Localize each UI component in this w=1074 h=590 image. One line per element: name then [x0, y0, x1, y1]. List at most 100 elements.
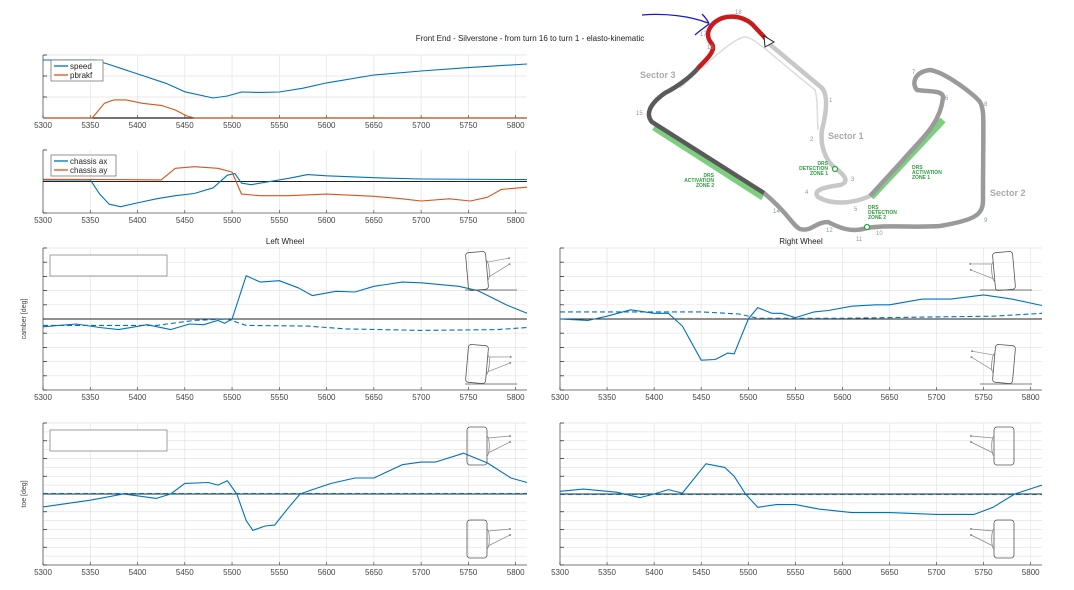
- series-line-solid: [42, 275, 528, 331]
- x-tick-label: 5500: [223, 568, 241, 577]
- legend-entry: pbrakf: [70, 71, 93, 80]
- x-tick-label: 5800: [507, 121, 525, 130]
- plot-area: [43, 55, 527, 118]
- x-tick-label: 5350: [598, 568, 616, 577]
- x-tick-label: 5400: [129, 216, 147, 225]
- track-map: Sector 1 Sector 2 Sector 3 1 2 3 4 5 6 7…: [636, 10, 1026, 243]
- sector-3-label: Sector 3: [640, 70, 676, 80]
- legend-entry: chassis ay: [70, 166, 107, 175]
- sector-1-label: Sector 1: [828, 131, 864, 141]
- wheel-pivot: [508, 263, 511, 266]
- annotation-arrow-icon: [641, 13, 710, 36]
- turn-6: 6: [945, 96, 949, 102]
- svg-text:ACTIVATION: ACTIVATION: [684, 178, 714, 184]
- wheel-diagram-icon: [465, 251, 511, 291]
- x-tick-label: 5350: [81, 568, 99, 577]
- track-sector-3: [646, 65, 766, 195]
- x-tick-label: 5400: [129, 393, 147, 402]
- chart-title: Right Wheel: [779, 237, 823, 246]
- turn-7: 7: [912, 70, 916, 76]
- turn-5: 5: [854, 207, 858, 213]
- x-tick-label: 5600: [318, 216, 336, 225]
- turn-2: 2: [810, 137, 814, 143]
- x-tick-label: 5600: [834, 568, 852, 577]
- drs-detection-1-marker: [831, 165, 839, 173]
- series-line-speed: [43, 59, 528, 99]
- x-tick-label: 5700: [928, 393, 946, 402]
- series-line-dashed: [43, 318, 528, 331]
- turn-3: 3: [851, 177, 855, 183]
- x-tick-label: 5550: [270, 568, 288, 577]
- track-sector-1: [765, 40, 871, 205]
- turn-4: 4: [805, 190, 809, 196]
- svg-text:ZONE 2: ZONE 2: [868, 215, 886, 221]
- x-tick-label: 5400: [645, 393, 663, 402]
- chart-accel: 5300 5350 5400 5450 5500 5550 5600 5650 5700 5750…: [34, 149, 528, 225]
- x-tick-label: 5600: [834, 393, 852, 402]
- svg-text:DRS: DRS: [817, 161, 828, 167]
- x-tick-label: 5450: [176, 121, 194, 130]
- legend-box: [50, 154, 117, 177]
- wheel-wishbones: [487, 257, 510, 278]
- legend-entry: speed: [70, 62, 92, 71]
- x-tick-label: 5750: [459, 393, 477, 402]
- drs-detection-zone-1-label: DRS DETECTION ZONE 1: [799, 161, 829, 177]
- x-tick-label: 5700: [412, 568, 430, 577]
- wheel-pivot: [970, 528, 972, 530]
- chart-right-toe: 5300 5350 5400 5450 5500 5550 5600 5650 5700 5750…: [551, 422, 1043, 577]
- svg-text:DETECTION: DETECTION: [799, 166, 828, 172]
- track-sector-2: [762, 67, 986, 233]
- y-axis-label: toe [deg]: [21, 480, 28, 507]
- turn-1: 1: [829, 98, 833, 104]
- x-tick-label: 5800: [1022, 393, 1040, 402]
- wheel-tyre: [466, 519, 488, 559]
- x-tick-label: 5350: [81, 393, 99, 402]
- legend-box: [50, 59, 104, 82]
- svg-text:ZONE 1: ZONE 1: [810, 171, 828, 177]
- wheel-wishbones: [971, 350, 994, 371]
- svg-text:ZONE 2: ZONE 2: [696, 183, 714, 189]
- wheel-wishbones: [487, 435, 511, 454]
- turn-8: 8: [984, 102, 988, 108]
- x-tick-label: 5350: [598, 393, 616, 402]
- turn-12: 12: [826, 228, 833, 234]
- wheel-diagram-icon: [466, 519, 511, 559]
- x-tick-label: 5300: [34, 393, 52, 402]
- turn-10: 10: [876, 231, 883, 237]
- x-tick-label: 5650: [365, 568, 383, 577]
- wheel-upright: [991, 528, 995, 550]
- svg-text:DRS: DRS: [868, 205, 879, 211]
- wheel-tyre: [992, 251, 1016, 291]
- x-tick-label: 5500: [223, 216, 241, 225]
- x-tick-label: 5800: [507, 568, 525, 577]
- x-tick-label: 5500: [223, 393, 241, 402]
- turn-15: 15: [636, 111, 643, 117]
- turn-17: 17: [700, 32, 707, 38]
- wheel-upright: [485, 259, 490, 281]
- x-tick-label: 5450: [692, 393, 710, 402]
- series-line-chassis-ay: [42, 166, 528, 202]
- wheel-tyre: [465, 344, 489, 384]
- x-tick-label: 5650: [365, 121, 383, 130]
- turn-18: 18: [735, 10, 742, 16]
- wheel-pivot: [969, 262, 972, 265]
- wheel-pivot: [970, 441, 972, 443]
- x-tick-label: 5300: [34, 216, 52, 225]
- x-tick-label: 5550: [270, 121, 288, 130]
- drs-detection-zone-2-label: DRS DETECTION ZONE 2: [868, 205, 897, 221]
- x-tick-label: 5650: [881, 568, 899, 577]
- x-tick-label: 5800: [507, 216, 525, 225]
- wheel-diagram-icon: [466, 426, 511, 466]
- x-tick-label: 5650: [365, 216, 383, 225]
- series-line-solid: [42, 452, 528, 531]
- wheel-wishbones: [487, 356, 511, 373]
- x-tick-label: 5550: [270, 393, 288, 402]
- wheel-pivot: [970, 435, 972, 437]
- drs-activation-zone-1-label: DRS ACTIVATION ZONE 1: [912, 165, 942, 181]
- x-tick-label: 5700: [412, 216, 430, 225]
- x-tick-label: 5750: [975, 568, 993, 577]
- wheel-pivot: [970, 534, 972, 536]
